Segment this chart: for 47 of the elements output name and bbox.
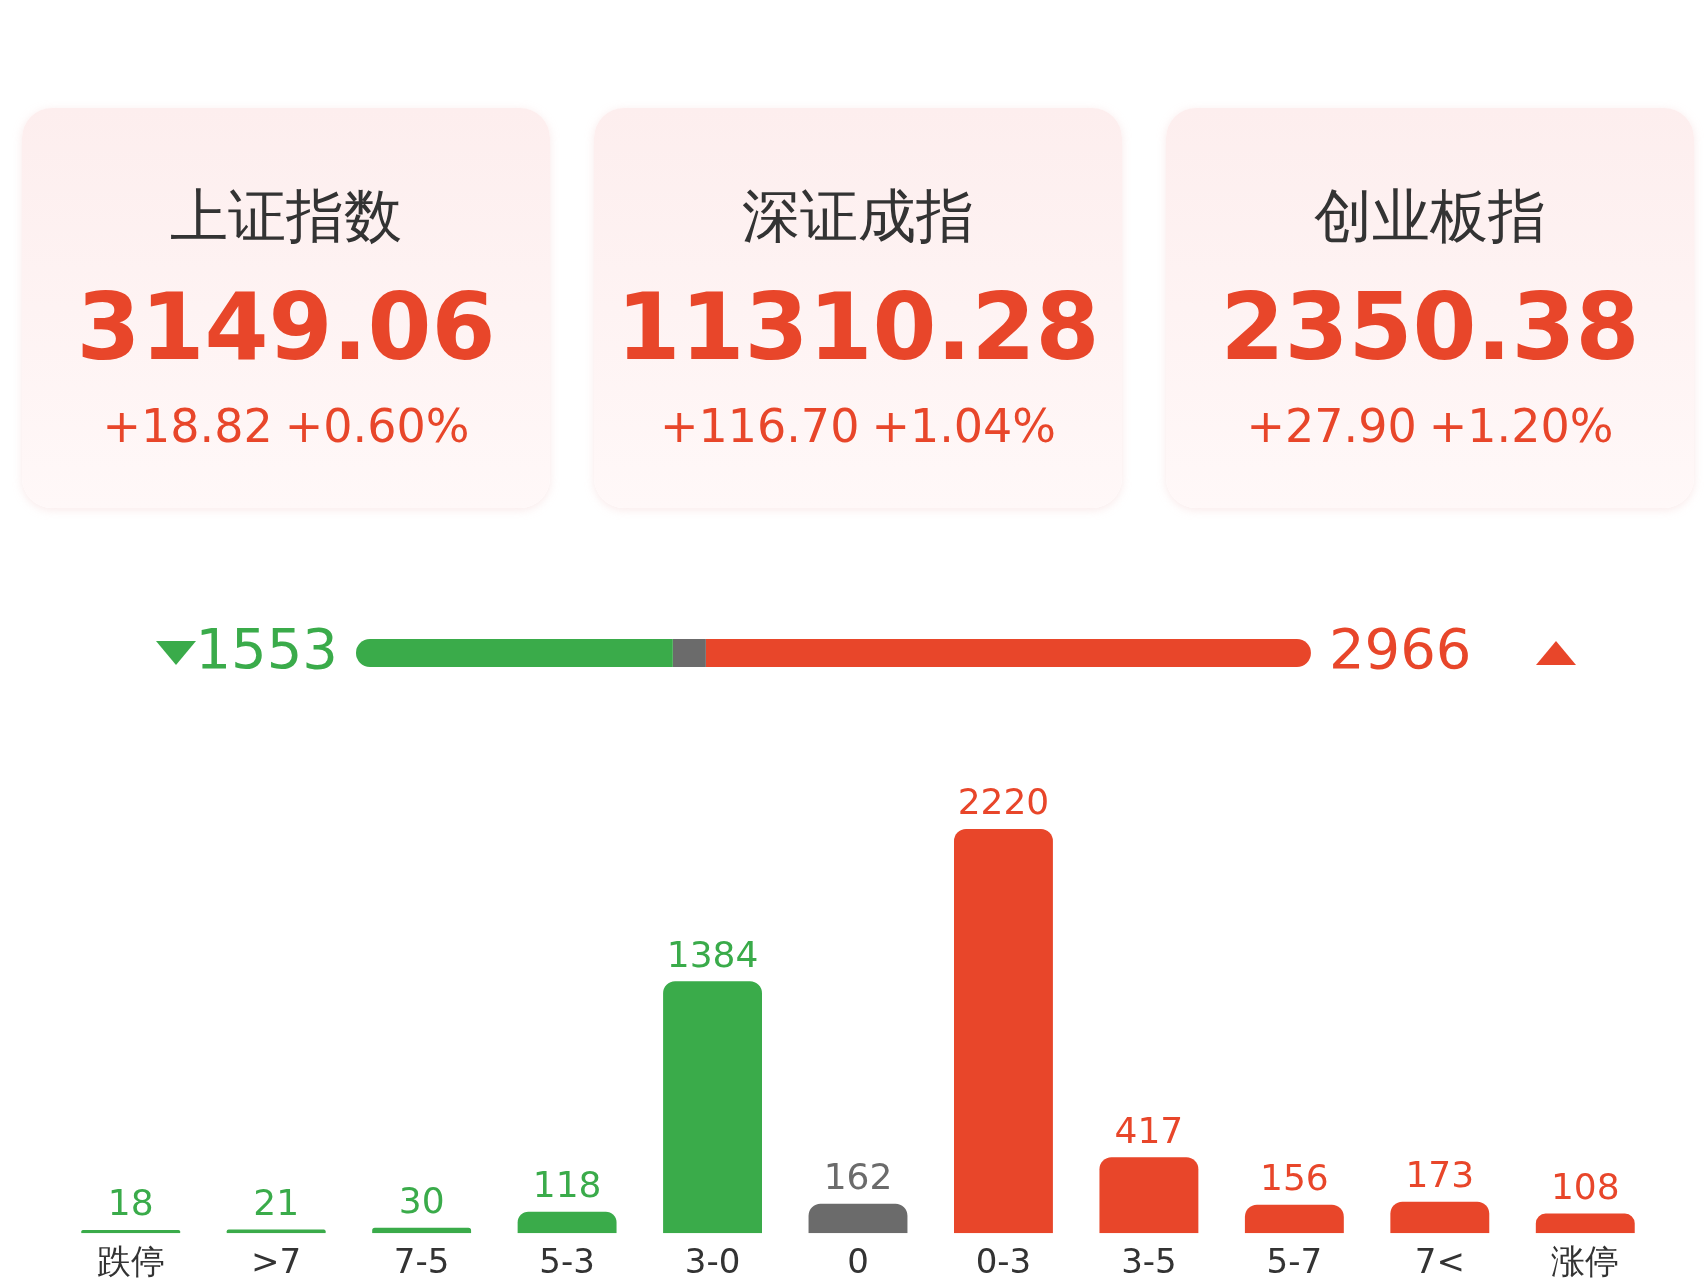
- bar: [1099, 1157, 1199, 1234]
- bar: [808, 1203, 908, 1234]
- data-label: 173: [1405, 1154, 1475, 1196]
- bar: [81, 1229, 181, 1234]
- bar: [663, 981, 762, 1234]
- data-label: 21: [253, 1181, 300, 1223]
- data-label: 156: [1260, 1157, 1329, 1199]
- text: 11310.28: [615, 274, 1101, 381]
- bar: [226, 1229, 326, 1234]
- data-label: 30: [398, 1180, 445, 1222]
- data-label: 2220: [957, 781, 1050, 823]
- bar: [1244, 1204, 1344, 1234]
- bar: [517, 1211, 617, 1234]
- text: +116.70: [659, 399, 860, 453]
- text: +18.82: [102, 399, 273, 453]
- x-tick-label: 涨停: [1551, 1241, 1620, 1280]
- text: +0.60%: [284, 399, 470, 453]
- x-tick-label: >7: [251, 1241, 302, 1280]
- data-label: 1553: [195, 615, 338, 681]
- text: 深证成指: [741, 181, 975, 252]
- x-tick-label: 0: [847, 1241, 869, 1280]
- x-tick-label: 3-0: [684, 1241, 741, 1280]
- bar: [1390, 1201, 1490, 1234]
- data-label: 118: [532, 1164, 602, 1206]
- text: +1.20%: [1428, 399, 1614, 453]
- text: 上证指数: [169, 181, 403, 252]
- bar: [1535, 1213, 1635, 1234]
- data-label: 1384: [666, 933, 759, 975]
- x-tick-label: 7<: [1414, 1241, 1465, 1280]
- x-tick-label: 7-5: [393, 1241, 450, 1280]
- text: 创业板指: [1313, 181, 1547, 252]
- data-label: 417: [1114, 1109, 1184, 1151]
- x-tick-label: 跌停: [96, 1241, 165, 1280]
- x-tick-label: 5-7: [1266, 1241, 1323, 1280]
- text: 2350.38: [1219, 274, 1641, 381]
- data-label: 2966: [1328, 615, 1472, 681]
- text: 3149.06: [75, 274, 497, 381]
- bar: [954, 828, 1053, 1234]
- data-label: 162: [823, 1156, 893, 1198]
- text: +1.04%: [871, 399, 1057, 453]
- x-tick-label: 5-3: [539, 1241, 595, 1280]
- x-tick-label: 0-3: [975, 1241, 1032, 1280]
- bar: [372, 1227, 472, 1234]
- data-label: 108: [1550, 1165, 1620, 1207]
- data-label: 18: [107, 1182, 154, 1224]
- text: +27.90: [1246, 399, 1417, 453]
- x-tick-label: 3-5: [1121, 1241, 1177, 1280]
